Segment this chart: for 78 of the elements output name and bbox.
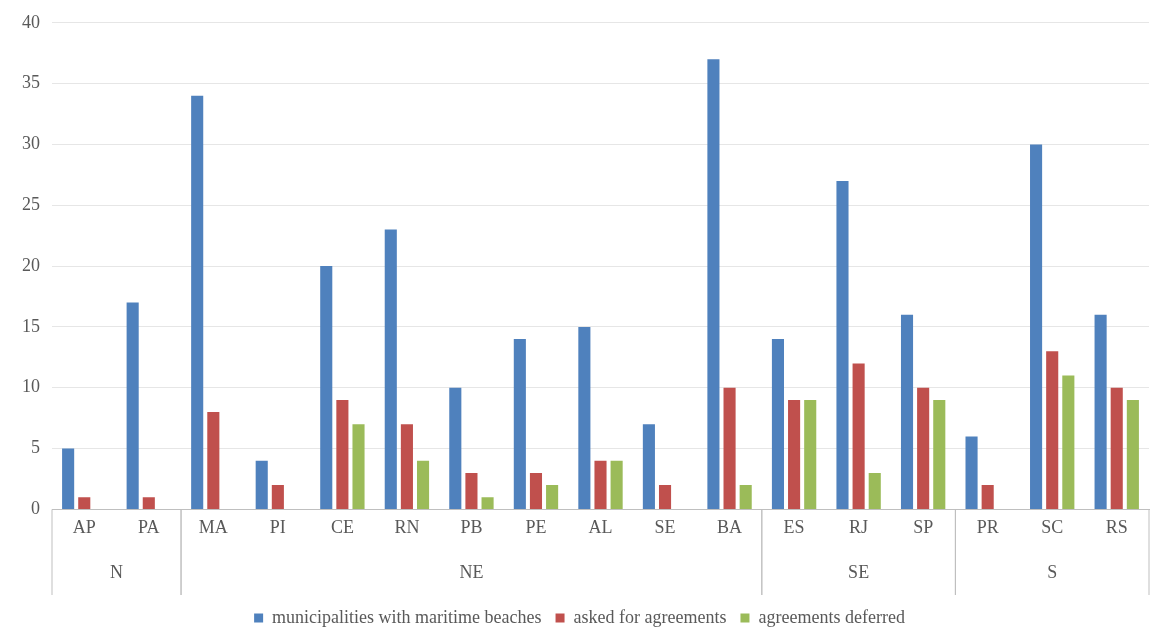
bar: [191, 95, 204, 509]
bar: [723, 387, 736, 509]
bar: [126, 302, 139, 509]
y-tick-label: 25: [22, 194, 40, 215]
bar: [804, 399, 817, 509]
y-tick-label: 0: [31, 498, 40, 519]
bar: [320, 266, 333, 509]
bar: [271, 485, 284, 509]
text: SE: [848, 561, 870, 582]
bar: [416, 460, 430, 509]
bar: [1030, 144, 1043, 509]
y-tick-label: 10: [22, 376, 40, 397]
x-tick-label: SP: [913, 516, 934, 537]
legend-label: municipalities with maritime beaches: [272, 606, 542, 627]
legend-label: asked for agreements: [573, 606, 727, 627]
x-tick-label: MA: [198, 516, 228, 537]
bar: [352, 424, 365, 509]
bar: [529, 472, 543, 509]
bar: [917, 387, 930, 509]
bar: [836, 180, 849, 509]
bar: [578, 326, 591, 509]
bar: [642, 424, 655, 509]
y-tick-label: 15: [22, 315, 40, 336]
x-tick-label: AL: [588, 516, 613, 537]
bar: [610, 460, 623, 509]
y-tick-label: 20: [22, 254, 40, 275]
x-tick-label: PE: [525, 516, 547, 537]
bar: [594, 460, 607, 509]
bar: [255, 460, 268, 509]
x-tick-label: BA: [717, 516, 743, 537]
x-tick-label: PI: [269, 516, 286, 537]
x-tick-label: SC: [1041, 516, 1064, 537]
text: N: [110, 561, 124, 582]
bar: [933, 399, 946, 509]
bar: [78, 497, 91, 509]
x-tick-label: SE: [654, 516, 676, 537]
x-tick-label: ES: [783, 516, 805, 537]
bar: [739, 485, 752, 509]
bar: [336, 399, 349, 509]
bar: [965, 436, 978, 509]
bar: [900, 314, 914, 509]
bar: [1094, 314, 1107, 509]
bar: [788, 399, 801, 509]
bar: [449, 387, 462, 509]
text: NE: [459, 561, 484, 582]
bar: [465, 472, 478, 509]
bar: [1062, 375, 1075, 509]
bar: [1126, 399, 1139, 509]
bar: [852, 363, 865, 509]
legend-label: agreements deferred: [758, 606, 905, 627]
bar: [981, 485, 994, 509]
bar: [513, 339, 526, 509]
x-tick-label: PB: [460, 516, 483, 537]
x-tick-label: PA: [138, 516, 160, 537]
y-tick-label: 35: [22, 72, 40, 93]
bar: [707, 59, 720, 509]
bar: [481, 497, 494, 509]
x-tick-label: RJ: [849, 516, 869, 537]
bar: [207, 412, 220, 509]
bar: [868, 472, 881, 509]
x-tick-label: AP: [72, 516, 96, 537]
bar: [658, 485, 672, 509]
bar: [62, 448, 75, 509]
bar: [142, 497, 155, 509]
bar: [1046, 351, 1059, 509]
x-tick-label: CE: [330, 516, 354, 537]
x-tick-label: RS: [1105, 516, 1128, 537]
bar: [1110, 387, 1123, 509]
y-tick-label: 30: [22, 133, 40, 154]
x-tick-label: RN: [394, 516, 420, 537]
y-tick-label: 40: [22, 11, 40, 32]
text: S: [1047, 561, 1058, 582]
x-tick-label: PR: [976, 516, 999, 537]
bar: [384, 229, 397, 509]
y-tick-label: 5: [31, 437, 40, 458]
bar: [400, 424, 413, 509]
bar: [546, 485, 559, 509]
bar: [771, 339, 785, 509]
